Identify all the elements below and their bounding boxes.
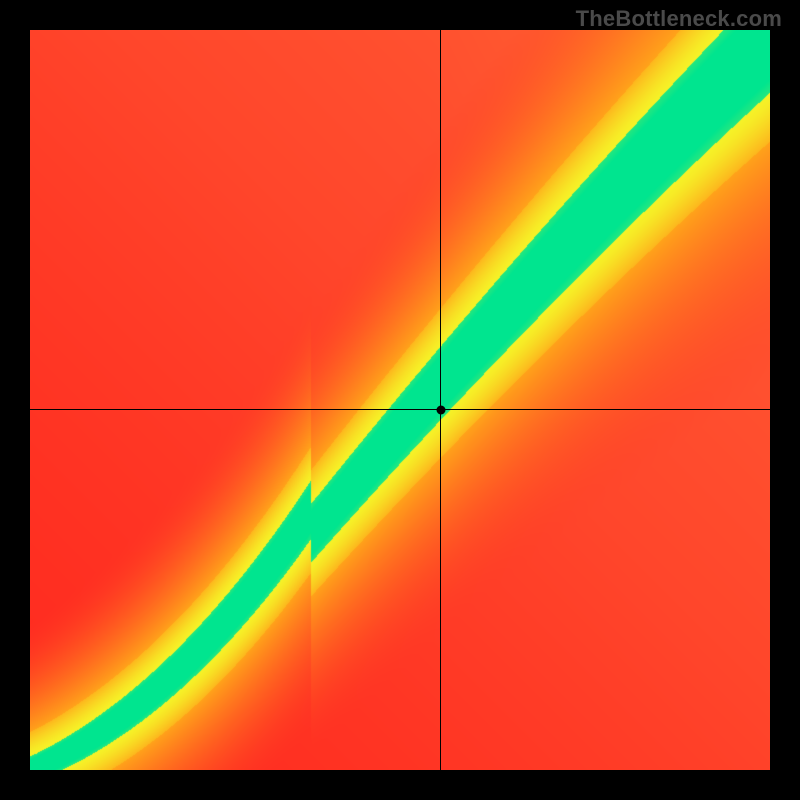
chart-frame: TheBottleneck.com	[0, 0, 800, 800]
crosshair-marker	[436, 405, 445, 414]
plot-area	[30, 30, 770, 770]
crosshair-vertical	[440, 30, 441, 770]
crosshair-horizontal	[30, 409, 770, 410]
watermark-text: TheBottleneck.com	[576, 6, 782, 32]
heatmap-canvas	[30, 30, 770, 770]
